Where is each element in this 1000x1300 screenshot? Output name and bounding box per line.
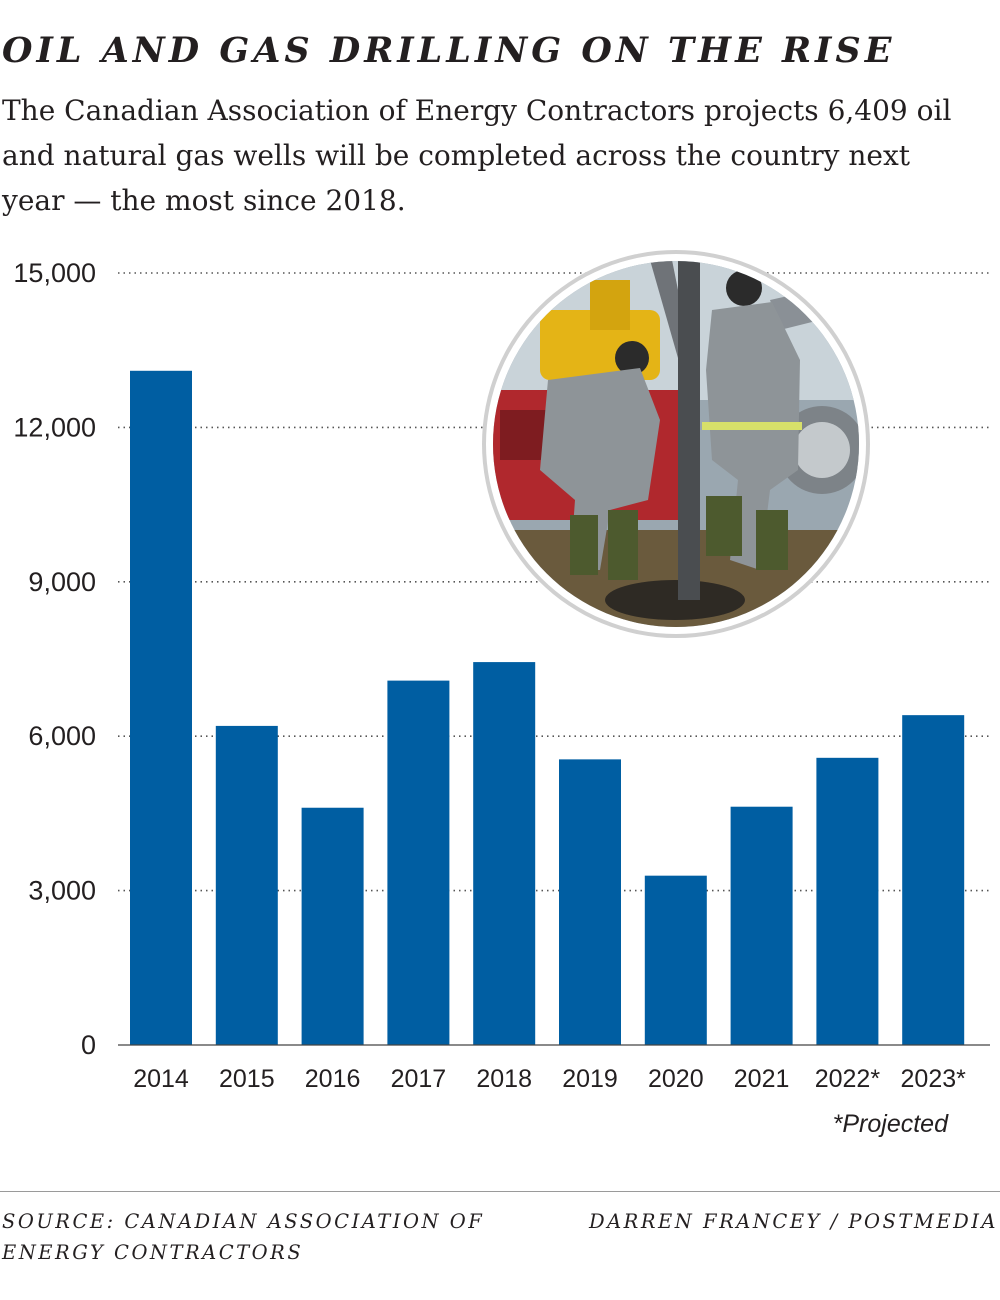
x-tick-label: 2016 [305,1065,361,1093]
chart-title: OIL AND GAS DRILLING ON THE RISE [2,30,896,71]
x-tick-label: 2018 [476,1065,532,1093]
bar-2020 [644,875,707,1045]
bar-2018 [473,662,536,1045]
bar-2019 [559,759,621,1045]
y-tick-label: 0 [81,1030,96,1060]
bar-2014 [130,370,192,1045]
x-tick-label: 2021 [734,1065,790,1093]
author-credit: DARREN FRANCEY / POSTMEDIA [588,1210,998,1233]
bar-2022-projected [816,757,879,1045]
bar-2023-projected [902,715,965,1045]
footer-divider [0,1191,1000,1192]
projected-footnote: *Projected [832,1110,948,1138]
x-tick-label: 2014 [133,1065,189,1093]
source-credit: SOURCE: CANADIAN ASSOCIATION OF ENERGY C… [2,1210,485,1264]
bar-2015 [215,725,278,1045]
x-tick-label: 2023* [901,1065,967,1093]
x-tick-label: 2022* [815,1065,881,1093]
y-tick-label: 15,000 [13,258,96,288]
y-tick-label: 12,000 [13,412,96,442]
y-tick-label: 3,000 [28,876,96,906]
bar-2021 [730,806,793,1045]
x-tick-label: 2019 [562,1065,618,1093]
chart-subtitle: The Canadian Association of Energy Contr… [2,94,952,217]
x-tick-label: 2015 [219,1065,275,1093]
y-tick-label: 9,000 [28,567,96,597]
worker-photo [482,250,870,638]
x-tick-label: 2017 [391,1065,447,1093]
bar-chart: 0 3,000 6,000 9,000 12,000 15,000 2014 2015 2016… [13,250,990,1093]
bar-2017 [387,680,450,1045]
bar-2016 [301,807,364,1045]
x-tick-label: 2020 [648,1065,704,1093]
y-tick-label: 6,000 [28,721,96,751]
